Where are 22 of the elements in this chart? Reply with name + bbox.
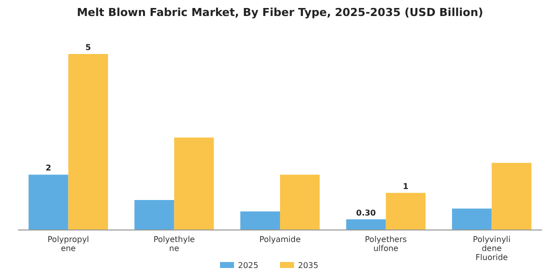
bar [240, 211, 280, 230]
x-tick-label: Polyethylene [153, 235, 195, 253]
x-tick-label: Polyethersulfone [364, 235, 407, 253]
bar [346, 219, 386, 230]
x-tick-label: Polyvinylidene Fluoride [472, 235, 511, 262]
x-tick-label: Polypropylene [48, 235, 90, 253]
legend-label: 2035 [298, 261, 318, 270]
bar [68, 54, 108, 230]
bar [452, 208, 492, 230]
chart-title: Melt Blown Fabric Market, By Fiber Type, 2025-2035 (USD Billion) [76, 6, 484, 19]
data-label: 0.30 [356, 208, 376, 218]
bar [174, 138, 214, 230]
bar [280, 174, 320, 230]
data-label: 2 [46, 164, 52, 173]
bar [492, 162, 532, 230]
bar [28, 174, 68, 230]
legend-label: 2025 [238, 261, 258, 270]
bar [134, 200, 174, 230]
data-label: 1 [402, 182, 409, 191]
bar [386, 192, 426, 230]
x-tick-label: Polyamide [259, 235, 301, 244]
data-label: 5 [85, 43, 92, 52]
